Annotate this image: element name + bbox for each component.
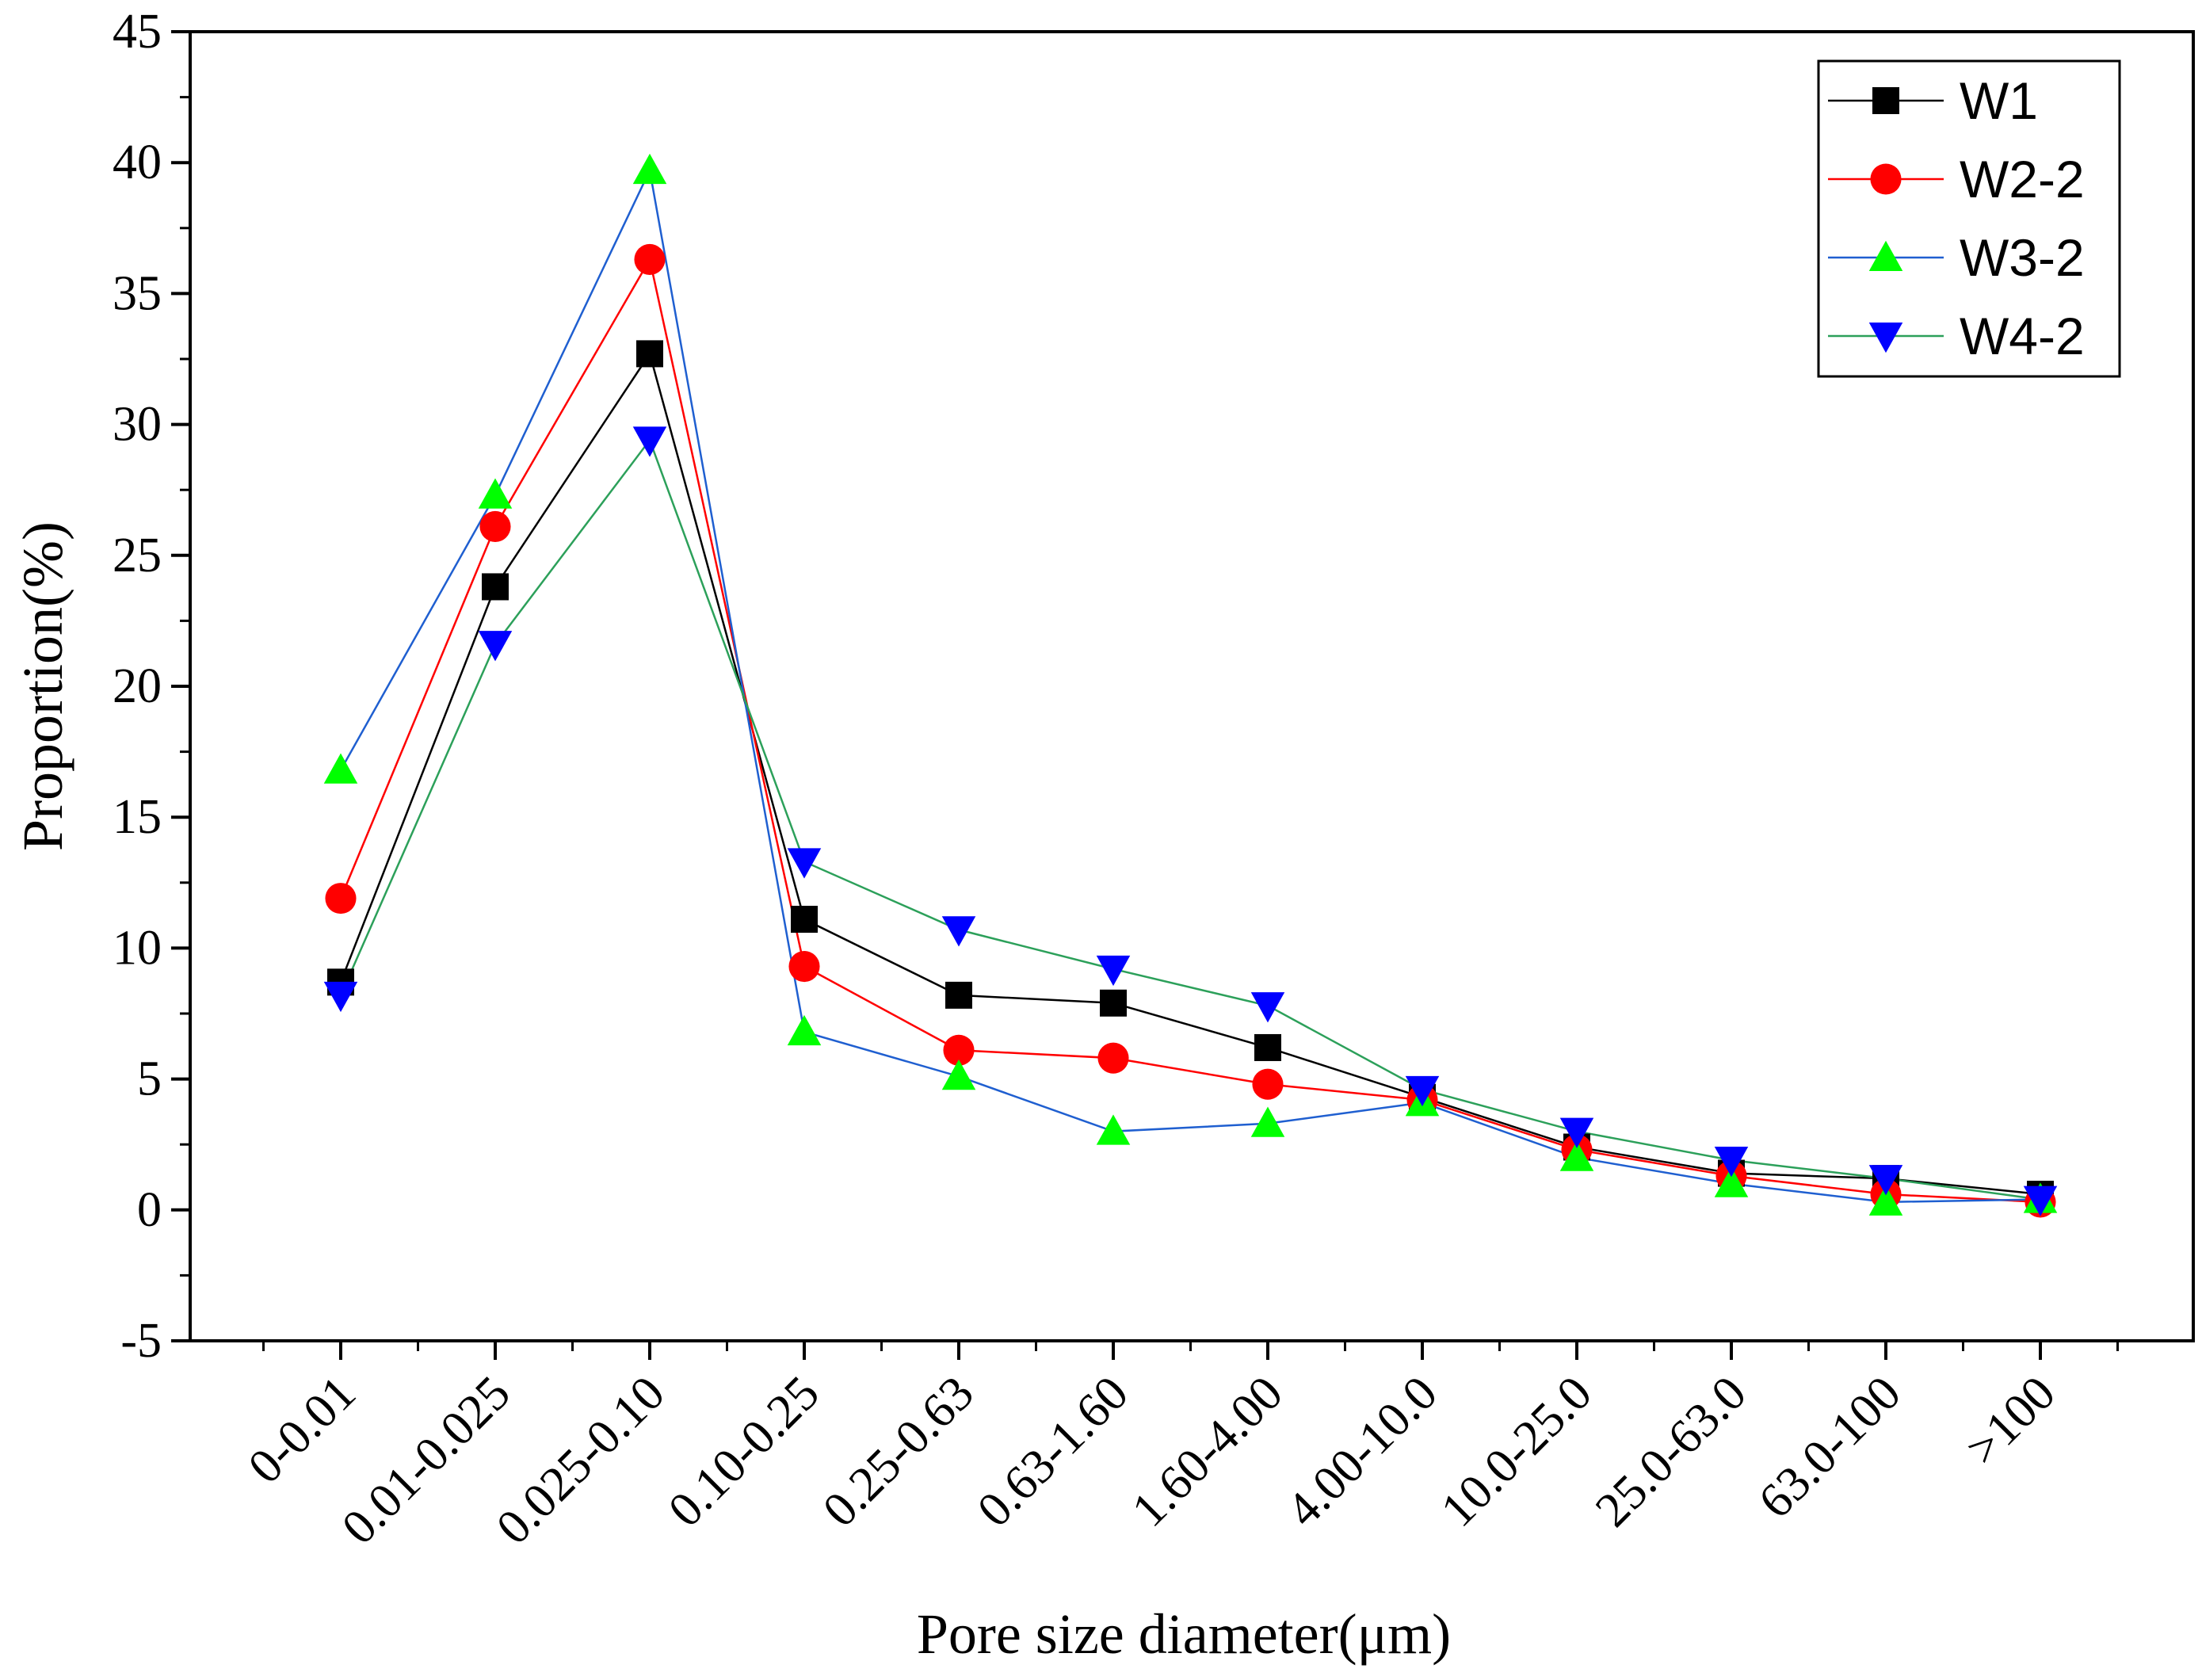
data-point-w4-2 — [787, 848, 822, 879]
data-point-w3-2 — [1096, 1114, 1131, 1145]
y-tick-label: 10 — [113, 921, 162, 975]
data-point-w1 — [636, 340, 663, 368]
data-point-w3-2 — [1868, 1185, 1903, 1216]
data-point-w3-2 — [1250, 1106, 1285, 1137]
data-point-w2-2 — [479, 510, 511, 543]
y-tick-label: 30 — [113, 398, 162, 452]
data-point-w4-2 — [323, 981, 358, 1013]
series-line-w2-2 — [339, 257, 2041, 1204]
data-point-w2-2 — [1252, 1068, 1284, 1100]
y-tick-label: 0 — [137, 1183, 162, 1237]
y-axis: -5 0 5 10 15 20 25 30 35 40 45 — [113, 5, 190, 1368]
y-tick-label: 5 — [137, 1052, 162, 1106]
legend-label: W1 — [1960, 71, 2038, 130]
data-point-w4-2 — [2023, 1186, 2058, 1216]
data-point-w4-2 — [632, 426, 667, 457]
y-tick-label: 40 — [113, 136, 162, 189]
series-line-w3-2 — [339, 167, 2041, 1204]
data-point-w4-2 — [1405, 1075, 1440, 1107]
legend-marker — [1870, 163, 1902, 195]
data-point-w1 — [482, 573, 509, 601]
data-point-w4-2 — [1714, 1147, 1749, 1178]
data-point-w2-2 — [943, 1034, 975, 1066]
data-point-w3-2 — [1559, 1140, 1594, 1171]
y-axis-title: Proportion(%) — [11, 521, 74, 851]
data-point-w3-2 — [941, 1060, 976, 1090]
series-line-w4-2 — [339, 437, 2041, 1201]
legend-label: W3-2 — [1960, 228, 2085, 287]
data-point-w2-2 — [634, 243, 666, 275]
legend-label: W4-2 — [1960, 307, 2085, 365]
data-point-w4-2 — [478, 631, 513, 662]
data-point-w1 — [791, 906, 818, 934]
data-point-w3-2 — [787, 1014, 822, 1046]
y-tick-label: 45 — [113, 5, 162, 59]
data-point-w3-2 — [323, 753, 358, 784]
data-point-w1 — [1100, 989, 1127, 1017]
series-line-w1 — [339, 351, 2041, 1196]
data-point-w2-2 — [788, 950, 820, 983]
x-axis-title: Pore size diameter(μm) — [917, 1602, 1451, 1666]
data-point-w1 — [1254, 1033, 1281, 1061]
legend-label: W2-2 — [1960, 150, 2085, 208]
y-tick-label: 15 — [113, 790, 162, 844]
y-tick-label: 20 — [113, 659, 162, 713]
data-point-w4-2 — [1868, 1165, 1903, 1196]
legend-box — [1817, 59, 2121, 378]
y-tick-label: 25 — [113, 529, 162, 582]
data-point-w4-2 — [1250, 992, 1285, 1023]
data-point-w4-2 — [1096, 955, 1131, 987]
series-group — [323, 153, 2058, 1218]
data-point-w1 — [945, 981, 972, 1009]
legend-marker — [1868, 323, 1903, 353]
y-tick-label: -5 — [120, 1314, 162, 1368]
data-point-w3-2 — [1714, 1166, 1749, 1197]
y-tick-label: 35 — [113, 266, 162, 320]
data-point-w2-2 — [1097, 1042, 1129, 1074]
data-point-w2-2 — [325, 883, 357, 914]
data-point-w3-2 — [478, 478, 513, 509]
data-point-w4-2 — [941, 916, 976, 947]
data-point-w3-2 — [632, 153, 667, 185]
legend-marker — [1868, 240, 1903, 271]
data-point-w4-2 — [1559, 1117, 1594, 1148]
legend: W1 W2-2 W3-2 W4-2 — [1817, 59, 2121, 378]
legend-marker — [1872, 87, 1899, 114]
